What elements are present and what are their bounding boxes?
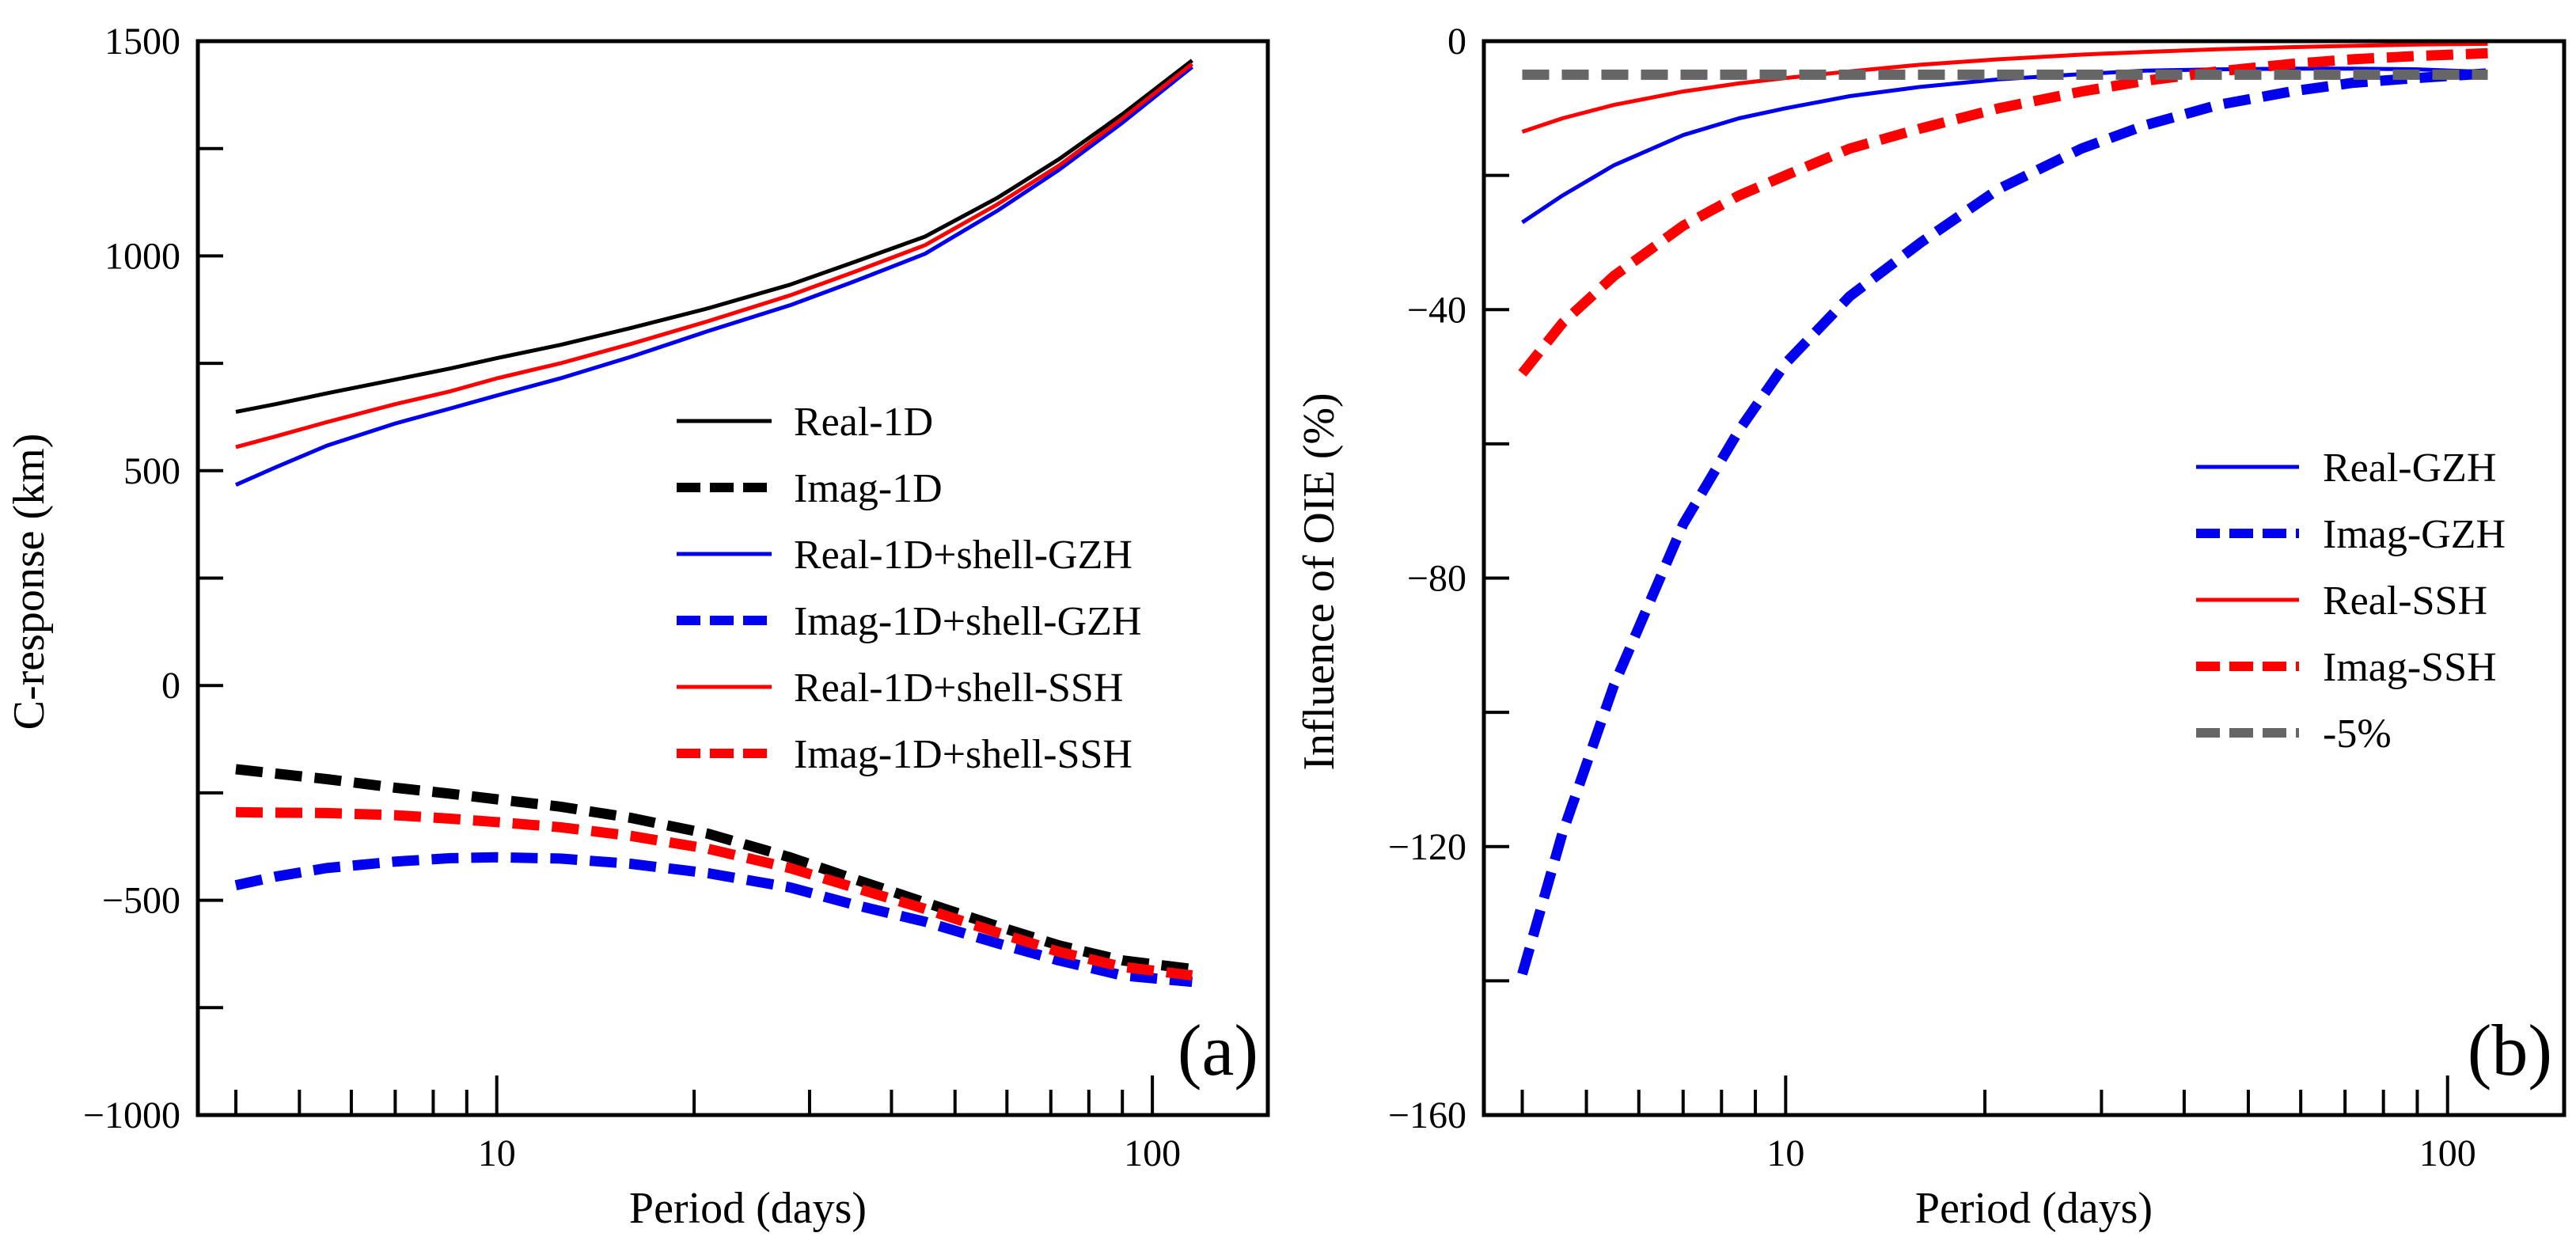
panel-a-legend-label-imag-1d-shell-ssh: Imag-1D+shell-SSH (794, 732, 1132, 777)
panel-b-series-imag-ssh (1518, 47, 2488, 377)
panel-a-legend: Real-1D Imag-1D Real-1D+shell-GZH Imag-1D+s… (677, 400, 1141, 777)
panel-a-series-real-1d-shell-ssh (235, 62, 1193, 450)
panel-b-label: (b) (2468, 1010, 2552, 1091)
panel-a-legend-label-real-1d: Real-1D (794, 400, 933, 445)
panel-a: C-response (km) Period (days) (a) 1500 10… (5, 21, 1270, 1233)
panel-b-ytick-label: −160 (1388, 1094, 1466, 1136)
panel-b-legend-label-real-ssh: Real-SSH (2323, 578, 2487, 624)
panel-a-ylabel: C-response (km) (5, 434, 54, 730)
panel-a-label: (a) (1178, 1010, 1258, 1091)
panel-a-legend-label-real-1d-shell-gzh: Real-1D+shell-GZH (794, 533, 1132, 578)
panel-a-ticks: 1500 1000 500 0 −500 −1000 10 100 (83, 21, 1181, 1174)
panel-b-xlabel: Period (days) (1915, 1184, 2153, 1233)
panel-b-series-real-ssh (1521, 41, 2488, 134)
panel-a-series-imag-1d-shell-ssh (235, 806, 1193, 981)
panel-a-ytick-label: 1500 (104, 21, 180, 63)
panel-a-ytick-label: −500 (102, 880, 180, 922)
panel-b-legend-label-imag-ssh: Imag-SSH (2323, 645, 2497, 690)
panel-a-frame (195, 39, 1270, 1117)
panel-b-ytick-label: −80 (1407, 558, 1466, 600)
panel-a-series-real-1d-shell-gzh (234, 65, 1193, 487)
panel-b-xtick-label: 100 (2419, 1132, 2476, 1174)
panel-b-series-real-gzh (1521, 66, 2488, 225)
panel-b-series-imag-gzh (1517, 68, 2488, 976)
panel-b-series (1517, 41, 2488, 976)
panel-a-xlabel: Period (days) (629, 1184, 867, 1233)
panel-b-ytick-label: 0 (1447, 21, 1466, 63)
panel-a-ytick-label: 0 (161, 665, 180, 707)
panel-a-legend-label-real-1d-shell-ssh: Real-1D+shell-SSH (794, 666, 1123, 711)
panel-b-xtick-label: 10 (1766, 1132, 1804, 1174)
panel-b-legend-label-imag-gzh: Imag-GZH (2323, 512, 2506, 557)
panel-a-series-imag-1d-shell-gzh (234, 852, 1193, 988)
panel-a-ytick-label: −1000 (83, 1094, 180, 1136)
panel-b-ytick-label: −40 (1407, 289, 1466, 331)
panel-a-xtick-label: 100 (1124, 1132, 1181, 1174)
panel-a-series-real-1d (235, 59, 1193, 414)
panel-b-legend-label-5: -5% (2323, 711, 2392, 757)
panel-a-ytick-label: 1000 (104, 235, 180, 277)
panel-b-legend: Real-GZH Imag-GZH Real-SSH Imag-SSH -5% (2196, 446, 2506, 757)
panel-b-legend-label-real-gzh: Real-GZH (2323, 446, 2496, 491)
panel-b: Influence of OIE (%) Period (days) (b) 0… (1295, 21, 2567, 1233)
panel-a-legend-label-imag-1d-shell-gzh: Imag-1D+shell-GZH (794, 599, 1141, 644)
panel-b-ytick-label: −120 (1388, 826, 1466, 868)
panel-a-legend-label-imag-1d: Imag-1D (794, 466, 943, 511)
panel-a-series (234, 59, 1193, 988)
panel-a-ytick-label: 500 (123, 450, 180, 492)
panel-b-ylabel: Influence of OIE (%) (1295, 393, 1344, 770)
panel-b-ticks: 0 −40 −80 −120 −160 10 100 (1388, 21, 2476, 1174)
panel-a-series-imag-1d (235, 764, 1193, 974)
panel-a-xtick-label: 10 (478, 1132, 516, 1174)
panel-b-frame (1481, 39, 2567, 1117)
